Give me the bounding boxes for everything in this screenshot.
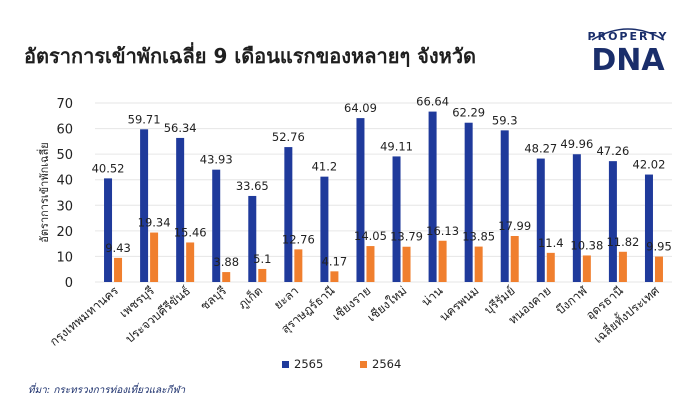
data-label-2564: 13.85 [462, 230, 495, 244]
y-tick-label: 10 [56, 250, 73, 265]
data-label-2564: 11.4 [538, 236, 564, 250]
x-tick-label: ประจวบคีรีขันธ์ [123, 284, 193, 346]
x-tick-label: ภูเก็ต [235, 283, 266, 313]
bar-2565 [140, 129, 149, 282]
data-label-2564: 19.34 [138, 216, 171, 230]
bar-2564 [546, 252, 555, 282]
bar-2565 [176, 137, 185, 282]
data-label-2565: 62.29 [452, 106, 485, 120]
data-label-2565: 49.96 [560, 137, 593, 151]
bar-2564 [150, 232, 159, 282]
source-note: ที่มา: กระทรวงการท่องเที่ยวและกีฬา [28, 385, 186, 396]
y-tick-label: 50 [56, 148, 73, 163]
data-label-2564: 13.79 [390, 230, 423, 244]
bar-2565 [536, 158, 545, 282]
bar-2565 [104, 178, 113, 282]
bar-2564 [582, 255, 591, 282]
y-tick-label: 0 [65, 276, 73, 291]
y-axis-label: อัตราการเข้าพักเฉลี่ย [36, 142, 51, 242]
data-label-2564: 4.17 [322, 254, 348, 268]
legend-label-2565: 2565 [294, 357, 323, 371]
bar-2564 [366, 246, 375, 282]
y-tick-label: 40 [56, 174, 73, 189]
bar-2565 [392, 156, 401, 282]
bar-2565 [356, 118, 365, 282]
bar-2565 [428, 111, 437, 282]
bar-2565 [644, 174, 653, 282]
data-label-2564: 15.46 [174, 225, 207, 239]
data-label-2564: 10.38 [570, 238, 603, 252]
data-label-2565: 56.34 [164, 121, 197, 135]
x-tick-label: เชียงใหม่ [365, 284, 410, 325]
data-label-2565: 64.09 [344, 101, 377, 115]
data-label-2565: 59.3 [492, 113, 518, 127]
data-label-2565: 40.52 [92, 161, 125, 175]
bar-2565 [248, 195, 257, 282]
data-label-2564: 11.82 [606, 235, 639, 249]
logo-arc-icon [591, 28, 665, 41]
data-label-2564: 14.05 [354, 229, 387, 243]
bar-2565 [500, 130, 509, 282]
bar-2564 [258, 268, 267, 282]
chart-title: อัตราการเข้าพักเฉลี่ย 9 เดือนแรกของหลายๆ… [24, 44, 477, 68]
bar-2565 [212, 169, 221, 282]
logo-top-text: PROPERTY [587, 30, 669, 43]
x-tick-label: ยะลา [271, 284, 301, 312]
data-label-2564: 16.13 [426, 224, 459, 238]
y-tick-label: 20 [56, 225, 73, 240]
data-label-2565: 66.64 [416, 95, 449, 109]
bar-2565 [464, 122, 473, 282]
x-tick-label: นครพนม [437, 284, 482, 325]
data-label-2565: 59.71 [128, 112, 161, 126]
bar-2564 [510, 235, 519, 282]
data-label-2565: 47.26 [596, 144, 629, 158]
bar-2565 [572, 154, 581, 282]
legend-swatch-2565 [282, 361, 289, 368]
bar-2564 [222, 272, 231, 282]
data-label-2565: 43.93 [200, 153, 233, 167]
bar-2565 [320, 176, 329, 282]
x-tick-label: ชลบุรี [198, 283, 231, 314]
data-label-2564: 12.76 [282, 232, 315, 246]
bar-2564 [474, 246, 483, 282]
bar-2564 [330, 271, 339, 282]
data-label-2565: 52.76 [272, 130, 305, 144]
data-label-2564: 3.88 [213, 255, 239, 269]
x-tick-label: น่าน [419, 284, 446, 310]
bar-2565 [608, 161, 617, 282]
bar-2564 [618, 251, 627, 282]
bar-2564 [402, 246, 411, 282]
data-label-2565: 42.02 [633, 158, 666, 172]
legend-label-2564: 2564 [372, 357, 401, 371]
y-tick-label: 30 [56, 199, 73, 214]
bar-2564 [294, 249, 303, 282]
data-label-2564: 5.1 [253, 252, 271, 266]
legend-swatch-2564 [360, 361, 367, 368]
data-label-2564: 9.43 [105, 241, 131, 255]
bar-2565 [284, 147, 293, 282]
logo-main-text: DNA [591, 43, 665, 78]
data-label-2565: 49.11 [380, 139, 413, 153]
data-label-2565: 33.65 [236, 179, 269, 193]
data-label-2564: 9.95 [646, 240, 672, 254]
data-label-2565: 48.27 [524, 142, 557, 156]
bar-2564 [438, 240, 447, 282]
bar-2564 [654, 256, 663, 282]
x-tick-label: กรุงเทพมหานคร [47, 283, 122, 349]
data-label-2565: 41.2 [312, 160, 338, 174]
data-label-2564: 17.99 [498, 219, 531, 233]
y-tick-label: 70 [56, 97, 73, 112]
bar-2564 [114, 257, 123, 282]
bar-2564 [186, 242, 195, 282]
y-tick-label: 60 [56, 123, 73, 138]
brand-logo: PROPERTY DNA [580, 28, 676, 82]
